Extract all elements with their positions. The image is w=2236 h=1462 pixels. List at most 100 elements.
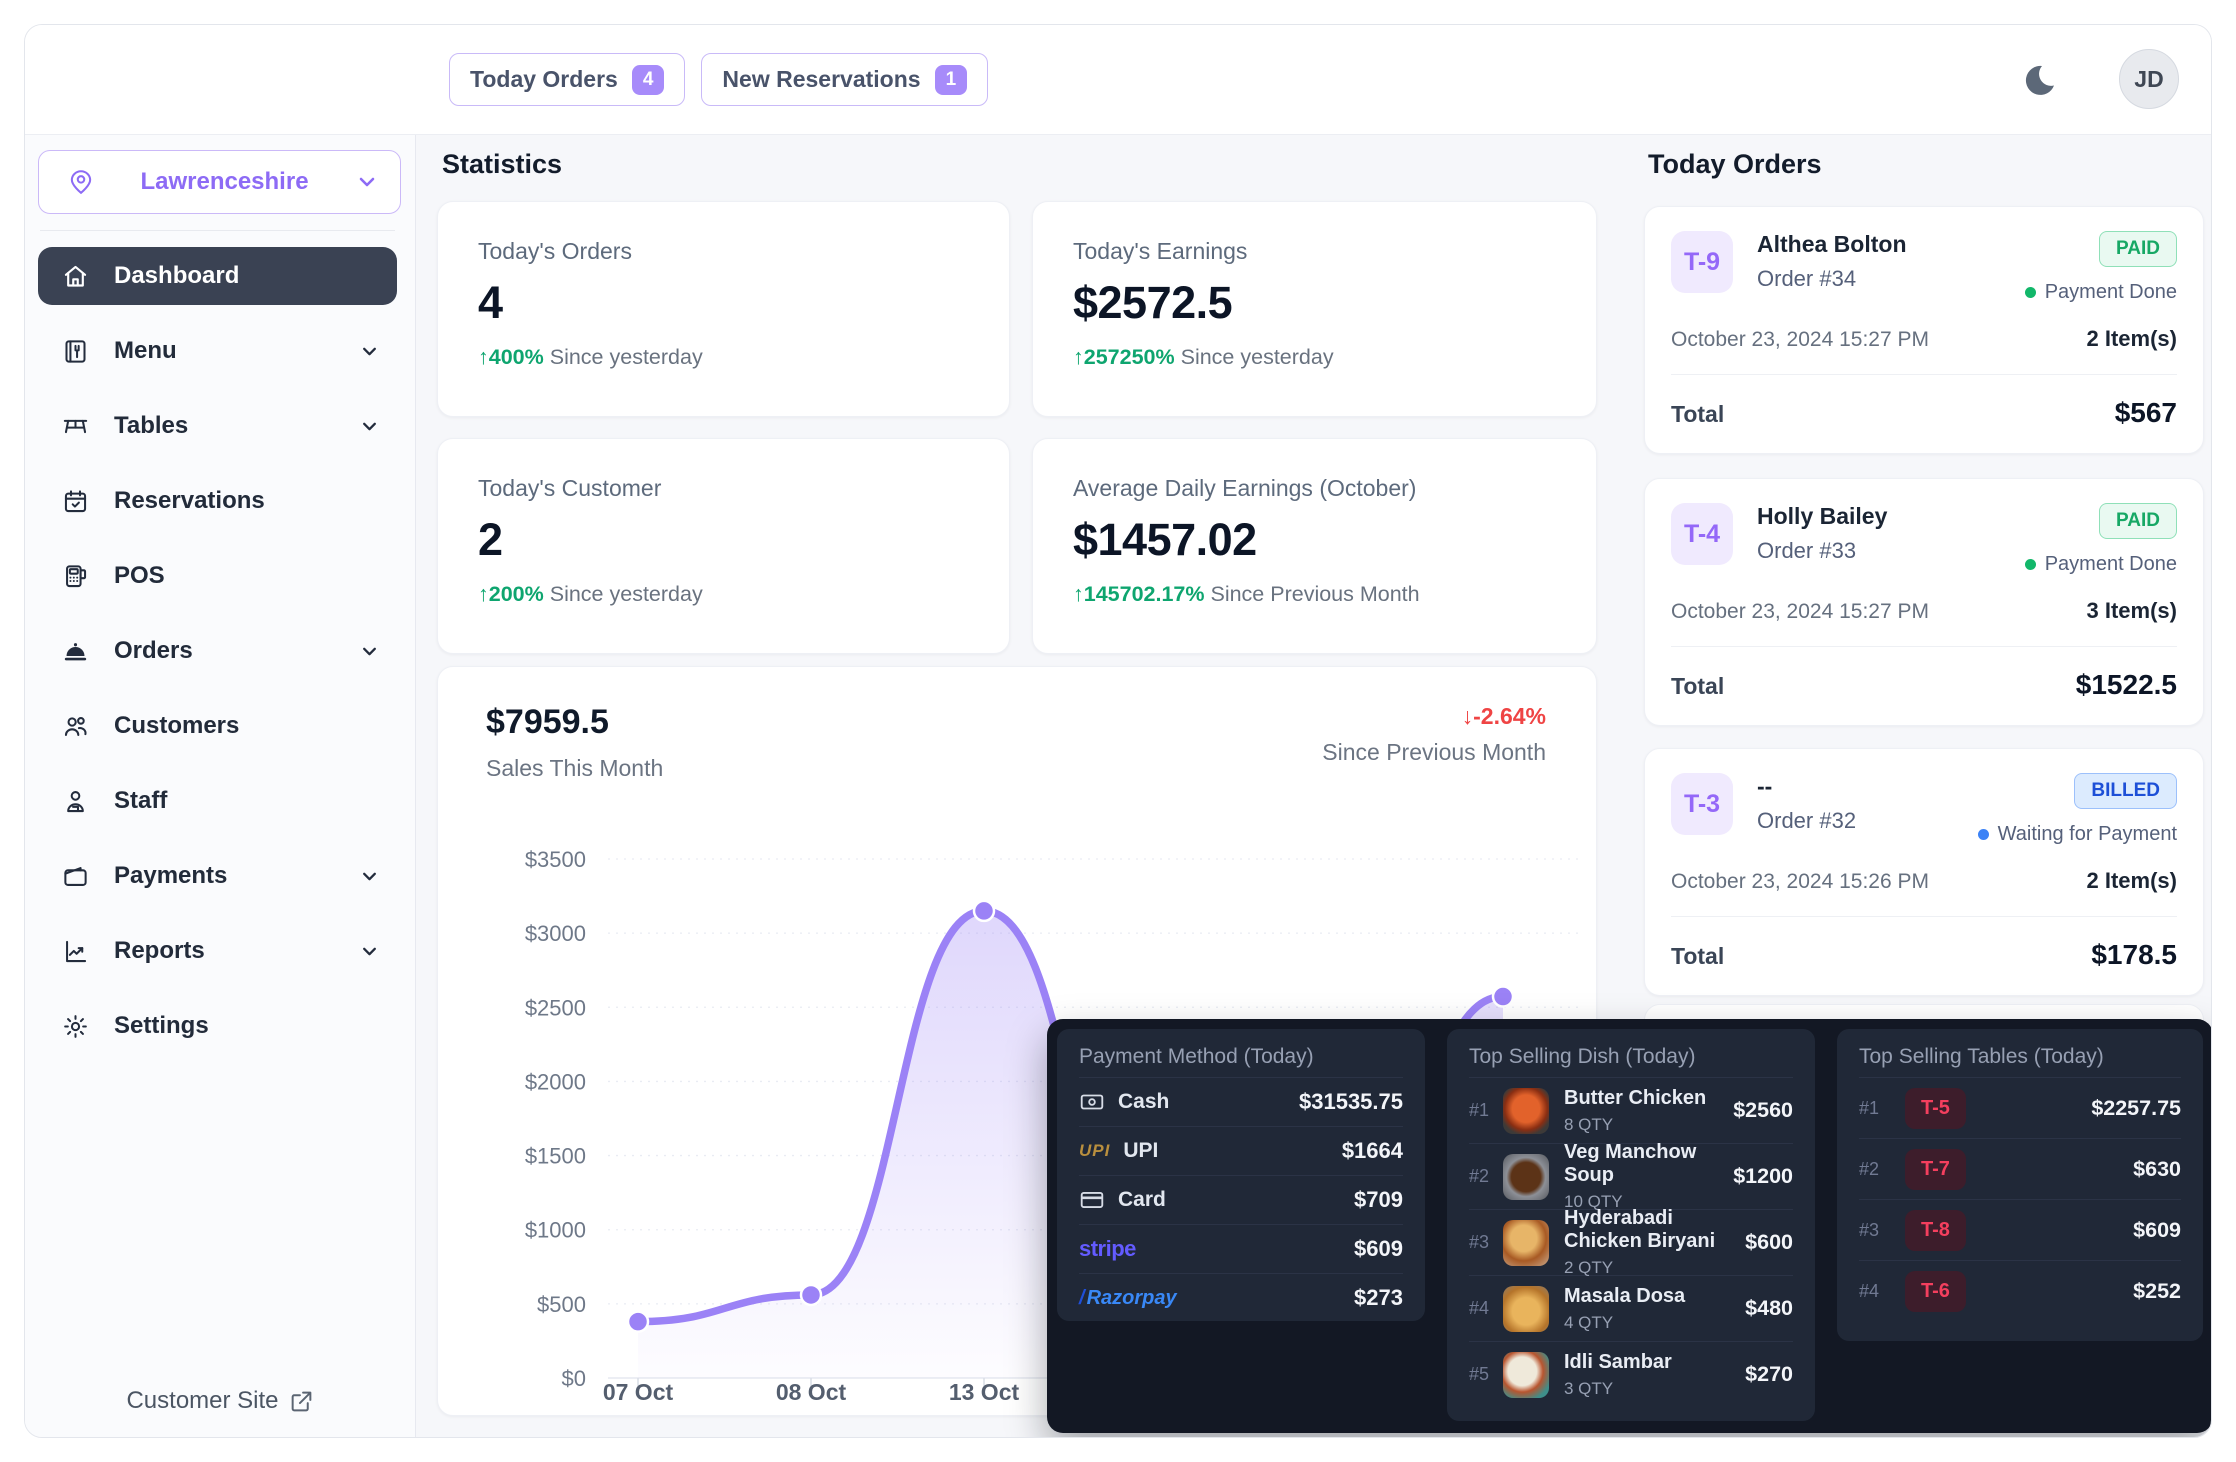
payment-status: Payment Done [2024, 553, 2177, 576]
stat-value: $2572.5 [1073, 277, 1233, 328]
dish-name: Veg Manchow Soup [1564, 1141, 1697, 1186]
order-number: Order #32 [1757, 808, 1857, 833]
sidebar-item-pos[interactable]: POS [38, 547, 397, 605]
dish-amount: $2560 [1733, 1098, 1793, 1122]
sidebar-item-customers[interactable]: Customers [38, 697, 397, 755]
rank-label: #1 [1469, 1100, 1490, 1120]
stat-delta: ↑257250% Since yesterday [1073, 345, 1556, 370]
payment-method-label: Card [1118, 1188, 1166, 1211]
sidebar-item-settings[interactable]: Settings [38, 997, 397, 1055]
dish-row: #4 Masala Dosa 4 QTY $480 [1469, 1275, 1793, 1341]
stat-delta-note: Since Previous Month [1210, 582, 1420, 606]
sidebar-item-reports[interactable]: Reports [38, 922, 397, 980]
dish-image [1503, 1351, 1549, 1398]
payment-status: Payment Done [2024, 281, 2177, 304]
dark-mode-toggle[interactable] [2019, 59, 2063, 103]
credit-card-icon [1079, 1187, 1105, 1213]
total-label: Total [1671, 673, 1725, 699]
y-axis-tick-label: $0 [562, 1366, 586, 1391]
rank-label: #3 [1469, 1232, 1490, 1252]
stat-card-todays-earnings: Today's Earnings $2572.5 ↑257250% Since … [1032, 201, 1597, 417]
new-reservations-button[interactable]: New Reservations 1 [701, 53, 989, 106]
report-chart-icon [60, 938, 90, 965]
location-pin-icon [67, 168, 95, 196]
stat-card-todays-customer: Today's Customer 2 ↑200% Since yesterday [437, 438, 1010, 654]
sidebar-item-label: Tables [114, 412, 189, 439]
order-number: Order #34 [1757, 266, 1857, 291]
user-avatar[interactable]: JD [2119, 49, 2179, 109]
payment-row: Razorpay $273 [1079, 1273, 1403, 1322]
insights-overlay: Payment Method (Today) Cash $31535.75 UP… [1047, 1019, 2211, 1433]
y-axis-tick-label: $1500 [525, 1144, 586, 1169]
table-badge: T-5 [1905, 1087, 1966, 1129]
order-card[interactable]: T-9 Althea Bolton Order #34 PAID Payment… [1644, 206, 2204, 454]
today-orders-button[interactable]: Today Orders 4 [449, 53, 686, 106]
order-items-count: 2 Item(s) [2086, 326, 2177, 351]
today-orders-button-label: Today Orders [470, 66, 618, 92]
sidebar-item-dashboard[interactable]: Dashboard [38, 247, 397, 305]
sidebar-item-tables[interactable]: Tables [38, 397, 397, 455]
order-number: Order #33 [1757, 538, 1857, 563]
status-dot [2024, 287, 2036, 298]
location-select[interactable]: Lawrenceshire [38, 150, 401, 214]
statistics-heading: Statistics [442, 149, 563, 179]
stat-delta-value: 145702.17% [1083, 582, 1205, 606]
y-axis-tick-label: $3000 [525, 921, 586, 946]
order-status: BILLED Waiting for Payment [1977, 773, 2177, 846]
chart-point [1491, 985, 1515, 1008]
sidebar-item-payments[interactable]: Payments [38, 847, 397, 905]
today-orders-count-badge: 4 [631, 64, 665, 95]
topbar-buttons: Today Orders 4 New Reservations 1 [449, 53, 989, 106]
stat-delta: ↑400% Since yesterday [478, 345, 969, 370]
y-axis-tick-label: $2000 [525, 1069, 586, 1094]
dish-qty: 3 QTY [1564, 1378, 1614, 1398]
location-select-value: Lawrenceshire [140, 168, 309, 195]
status-dot [1977, 829, 1989, 840]
sidebar-item-menu[interactable]: Menu [38, 322, 397, 380]
cloche-icon [60, 638, 90, 665]
order-status: PAID Payment Done [2024, 503, 2177, 576]
sidebar-item-label: Settings [114, 1012, 209, 1039]
arrow-up-icon: ↑ [478, 345, 489, 369]
payment-amount: $709 [1354, 1187, 1403, 1212]
order-names: Holly Bailey Order #33 [1757, 503, 2025, 576]
top-selling-dish-panel: Top Selling Dish (Today) #1 Butter Chick… [1447, 1029, 1815, 1421]
dish-row: #2 Veg Manchow Soup 10 QTY $1200 [1469, 1141, 1793, 1211]
top-selling-tables-panel: Top Selling Tables (Today) #1 T-5 $2257.… [1837, 1029, 2203, 1341]
sidebar-item-orders[interactable]: Orders [38, 622, 397, 680]
x-axis-tick-label: 08 Oct [776, 1379, 847, 1405]
dish-amount: $480 [1745, 1296, 1793, 1320]
rank-label: #4 [1859, 1280, 1880, 1301]
order-card-header: T-3 -- Order #32 BILLED Waiting for Paym… [1671, 773, 2177, 846]
dish-qty: 10 QTY [1564, 1192, 1623, 1211]
chevron-down-icon [358, 865, 381, 888]
customer-site-link[interactable]: Customer Site [25, 1387, 415, 1415]
calendar-check-icon [60, 488, 90, 515]
dish-row: #1 Butter Chicken 8 QTY $2560 [1469, 1077, 1793, 1143]
sidebar-item-staff[interactable]: Staff [38, 772, 397, 830]
pos-terminal-icon [60, 563, 90, 590]
dish-amount: $1200 [1733, 1164, 1793, 1188]
dish-image [1503, 1285, 1549, 1332]
sales-delta: ↓-2.64% [1462, 703, 1546, 730]
order-card[interactable]: T-4 Holly Bailey Order #33 PAID Payment … [1644, 478, 2204, 726]
payment-row: stripe $609 [1079, 1224, 1403, 1273]
arrow-up-icon: ↑ [1073, 582, 1084, 606]
divider [1671, 374, 2177, 375]
gear-icon [60, 1013, 90, 1040]
sidebar-item-label: Staff [114, 787, 168, 814]
divider [1671, 646, 2177, 647]
table-amount: $630 [2133, 1156, 2181, 1181]
app-frame: Today Orders 4 New Reservations 1 JD La [24, 24, 2212, 1438]
payment-amount: $273 [1354, 1285, 1403, 1310]
table-row: #2 T-7 $630 [1859, 1138, 2181, 1199]
y-axis-tick-label: $2500 [525, 995, 586, 1020]
order-card[interactable]: T-3 -- Order #32 BILLED Waiting for Paym… [1644, 748, 2204, 996]
today-orders-heading: Today Orders [1648, 149, 1822, 179]
stat-delta-note: Since yesterday [549, 582, 703, 606]
order-meta: October 23, 2024 15:27 PM 3 Item(s) [1671, 598, 2177, 624]
customer-site-label: Customer Site [126, 1387, 279, 1414]
sidebar-item-label: POS [114, 562, 165, 589]
sidebar-item-label: Reservations [114, 487, 265, 514]
sidebar-item-reservations[interactable]: Reservations [38, 472, 397, 530]
